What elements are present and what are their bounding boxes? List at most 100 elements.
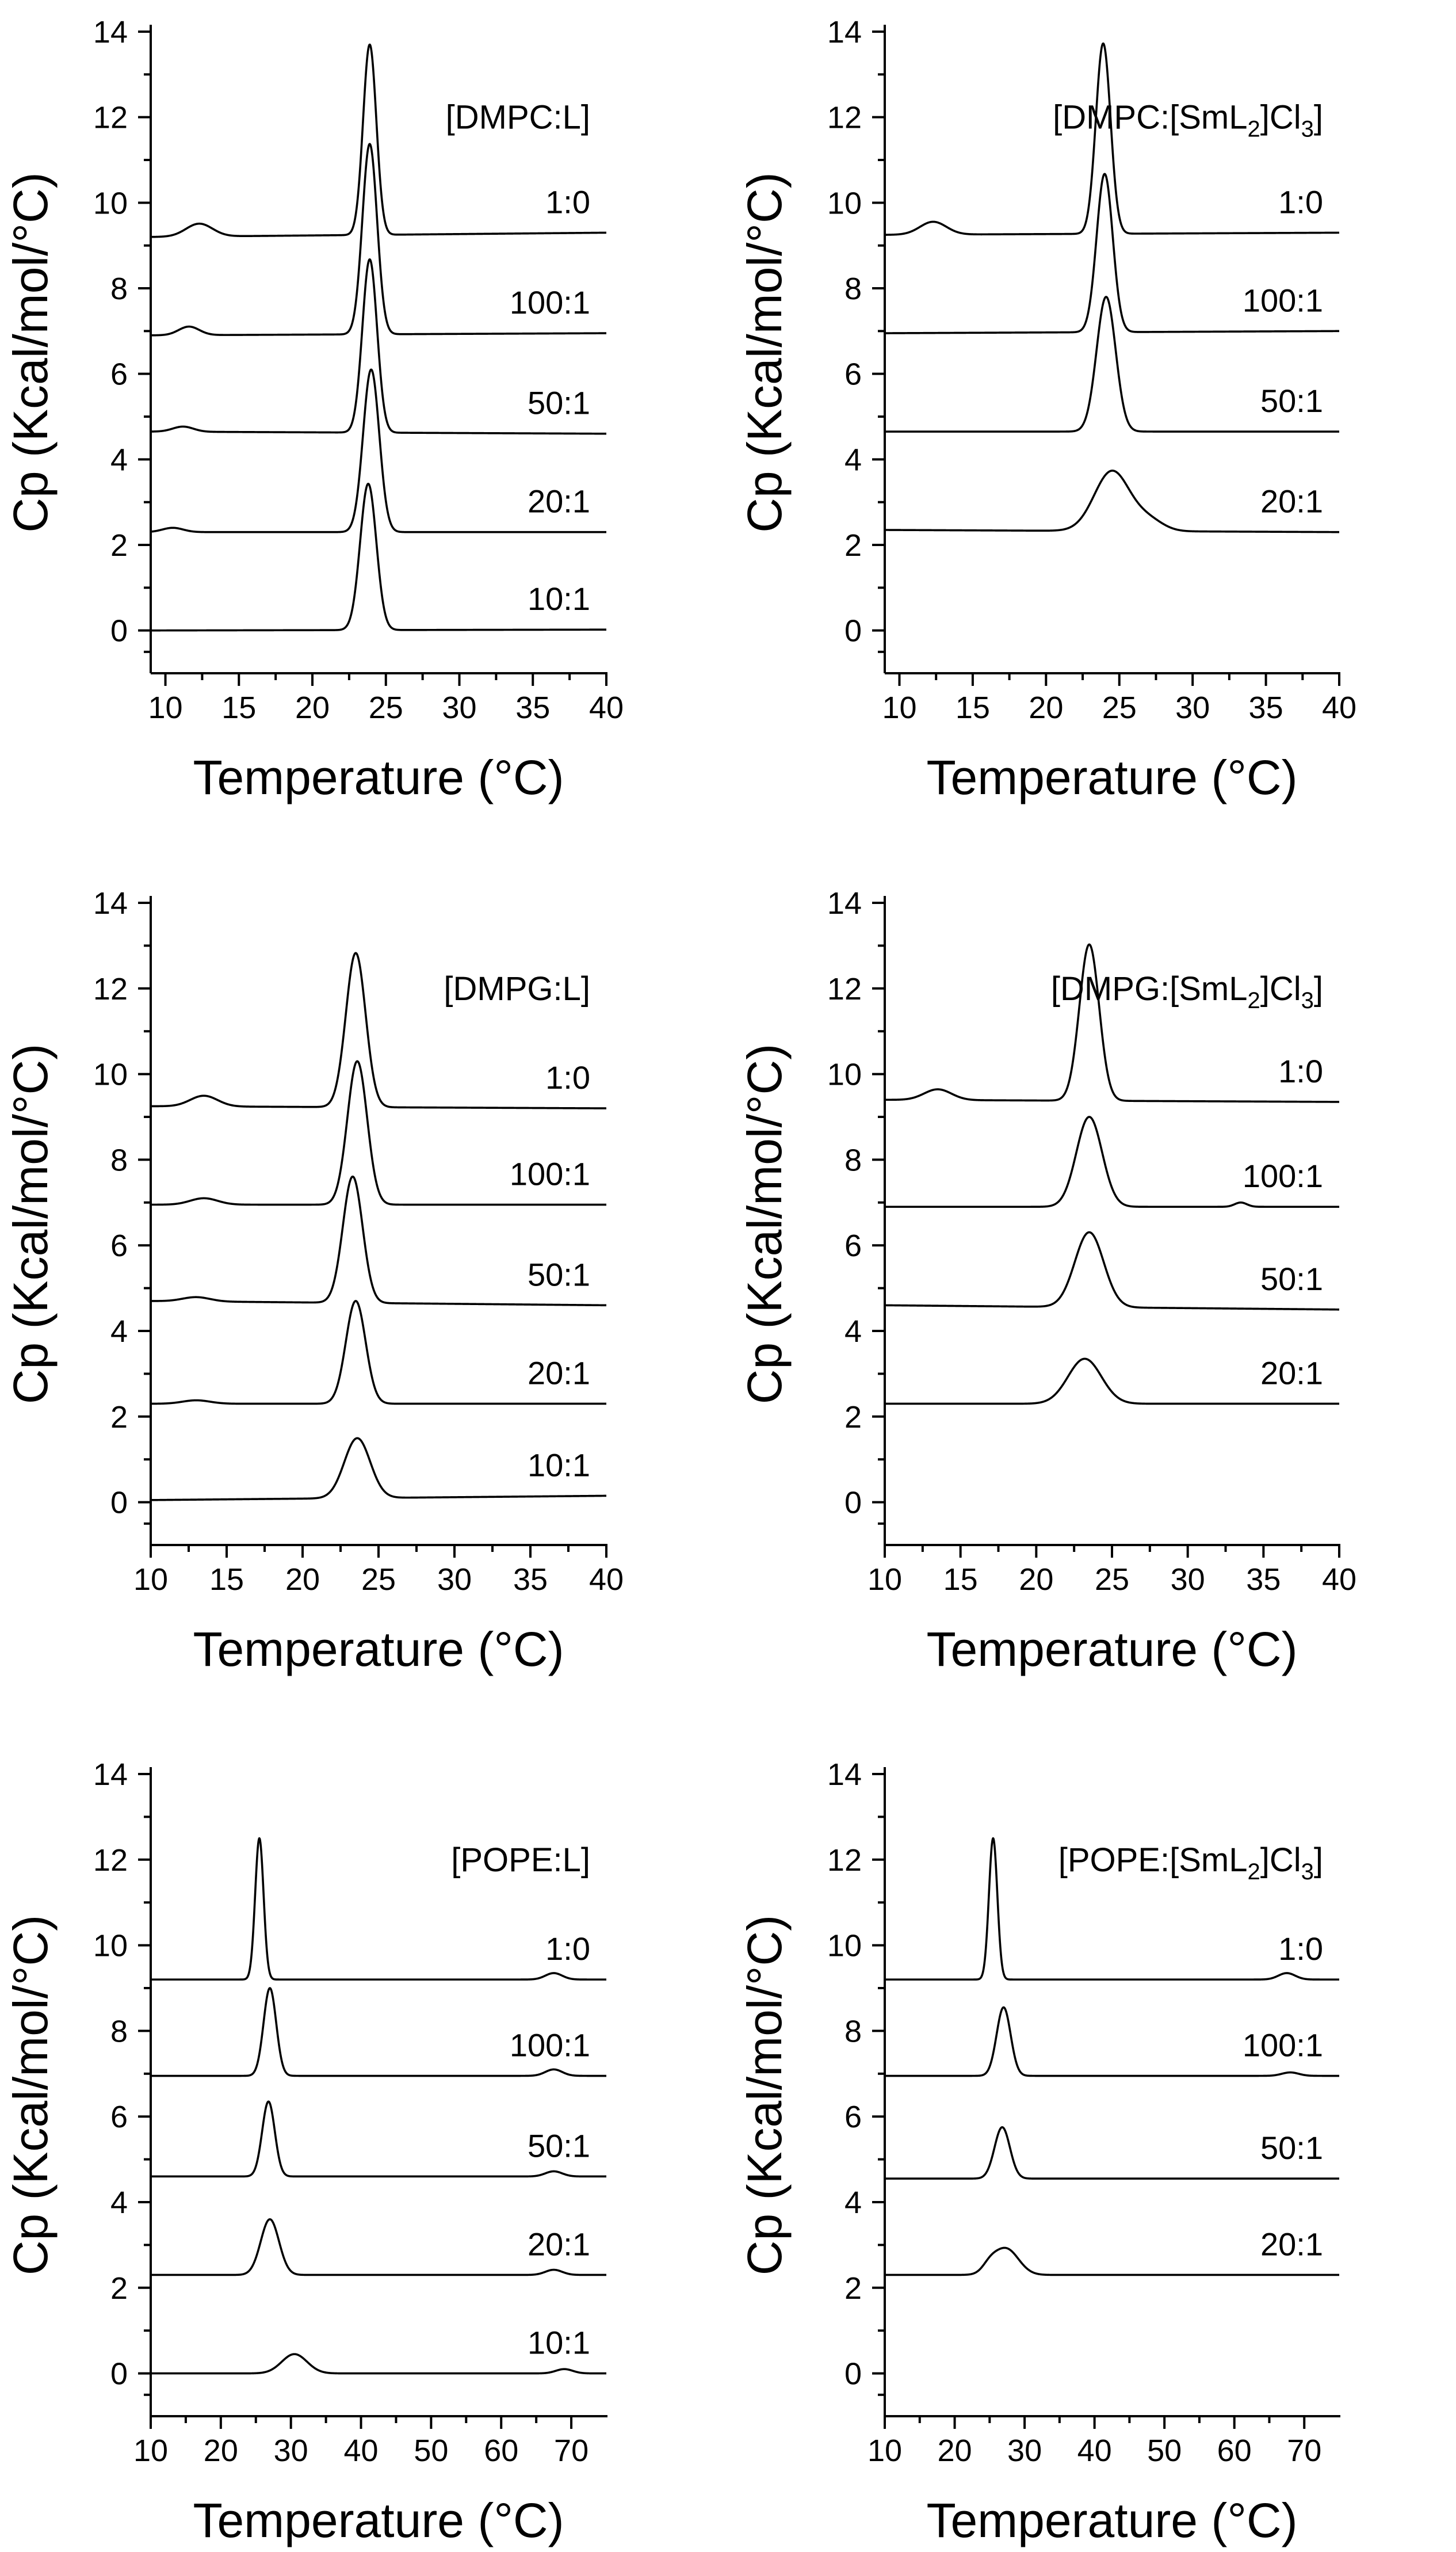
legend-label-part: ] [1314,1841,1323,1879]
y-tick-label: 4 [844,443,862,477]
x-tick-label: 25 [1095,1562,1129,1597]
y-tick-label: 12 [827,972,862,1006]
legend-label-part: [POPE:[SmL [1058,1841,1248,1879]
y-tick-label: 14 [827,1757,862,1792]
series-label: 100:1 [510,1156,590,1192]
y-tick-label: 14 [93,15,128,49]
x-tick-label: 15 [221,691,256,725]
panel-legend-label: [DMPC:L] [446,99,590,136]
y-tick-label: 2 [110,1400,128,1435]
legend-label-part: ]Cl [1260,1841,1301,1879]
x-axis-label: Temperature (°C) [926,1622,1297,1676]
y-tick-label: 10 [93,1058,128,1092]
x-tick-label: 30 [274,2433,308,2468]
y-tick-label: 6 [110,1229,128,1263]
x-tick-label: 30 [1175,691,1210,725]
panel-legend-label: [DMPG:L] [444,970,590,1008]
series-line-100-1 [150,1987,607,2077]
series-line-50-1 [150,258,607,435]
y-tick-label: 10 [827,1929,862,1963]
series-line-20-1 [150,368,607,533]
series-line-50-1 [884,296,1340,433]
x-tick-label: 20 [1019,1562,1053,1597]
legend-label-part: 2 [1247,988,1260,1013]
x-tick-label: 10 [148,691,183,725]
series-label: 10:1 [528,581,590,617]
x-tick-label: 15 [956,691,990,725]
series-line-10-1 [150,1437,607,1501]
y-tick-label: 0 [844,1486,862,1520]
legend-label-part: ] [1314,970,1323,1008]
y-tick-label: 12 [93,972,128,1006]
series-line-1-0 [150,1837,607,1981]
series-line-50-1 [150,2100,607,2178]
x-tick-label: 20 [295,691,330,725]
legend-label-part: [DMPC:[SmL [1053,99,1247,136]
panel-legend-label: [DMPC:[SmL2]Cl3] [1053,99,1323,142]
series-line-20-1 [884,470,1340,533]
y-tick-label: 10 [827,1058,862,1092]
series-line-20-1 [150,1300,607,1405]
series-line-1-0 [884,1837,1340,1981]
series-line-10-1 [150,482,607,632]
x-tick-label: 20 [204,2433,238,2468]
x-tick-label: 20 [285,1562,320,1597]
x-tick-label: 35 [513,1562,548,1597]
x-tick-label: 50 [414,2433,448,2468]
y-tick-label: 8 [844,2014,862,2049]
y-tick-label: 8 [110,2014,128,2049]
y-tick-label: 12 [827,101,862,135]
series-label: 1:0 [545,184,590,220]
series-line-100-1 [884,173,1340,334]
x-tick-label: 40 [589,1562,624,1597]
series-label: 20:1 [528,483,590,520]
x-tick-label: 25 [369,691,403,725]
series-line-100-1 [150,1060,607,1206]
legend-label-part: 3 [1301,117,1314,142]
y-tick-label: 4 [110,1314,128,1349]
y-tick-label: 0 [844,614,862,649]
series-line-20-1 [150,2218,607,2276]
x-tick-label: 10 [133,1562,168,1597]
x-axis-label: Temperature (°C) [926,2493,1297,2547]
legend-label-part: ] [1314,99,1323,136]
series-line-10-1 [150,2353,607,2375]
series-line-1-0 [150,952,607,1109]
series-line-50-1 [150,1175,607,1307]
series-label: 100:1 [510,284,590,321]
y-tick-label: 0 [110,2357,128,2391]
y-tick-label: 6 [844,2100,862,2134]
x-tick-label: 30 [442,691,476,725]
x-axis-label: Temperature (°C) [926,750,1297,804]
y-tick-label: 10 [827,186,862,220]
legend-label-part: 3 [1301,1859,1314,1885]
series-line-20-1 [884,2246,1340,2276]
series-label: 1:0 [1278,184,1323,220]
x-tick-label: 40 [343,2433,378,2468]
x-tick-label: 20 [1029,691,1063,725]
y-tick-label: 6 [110,357,128,392]
series-label: 50:1 [528,1256,590,1292]
legend-label-part: 2 [1247,1859,1260,1885]
y-tick-label: 0 [110,1486,128,1520]
series-label: 1:0 [1278,1931,1323,1967]
x-tick-label: 25 [1102,691,1137,725]
y-tick-label: 4 [844,1314,862,1349]
x-tick-label: 60 [1217,2433,1252,2468]
series-line-1-0 [150,43,607,238]
x-tick-label: 10 [868,1562,902,1597]
y-tick-label: 12 [93,1843,128,1878]
x-tick-label: 40 [1322,691,1356,725]
y-tick-label: 0 [844,2357,862,2391]
series-label: 50:1 [1260,1261,1323,1297]
y-tick-label: 4 [110,2185,128,2220]
y-tick-label: 2 [844,528,862,563]
x-axis-label: Temperature (°C) [193,2493,564,2547]
series-label: 100:1 [1243,1158,1323,1194]
panel-legend-label: [POPE:[SmL2]Cl3] [1058,1841,1323,1885]
legend-label-part: [DMPG:[SmL [1051,970,1248,1008]
y-axis-label: Cp (Kcal/mol/°C) [3,172,58,532]
x-tick-label: 15 [209,1562,244,1597]
series-line-100-1 [884,1116,1340,1208]
y-tick-label: 2 [844,2271,862,2306]
